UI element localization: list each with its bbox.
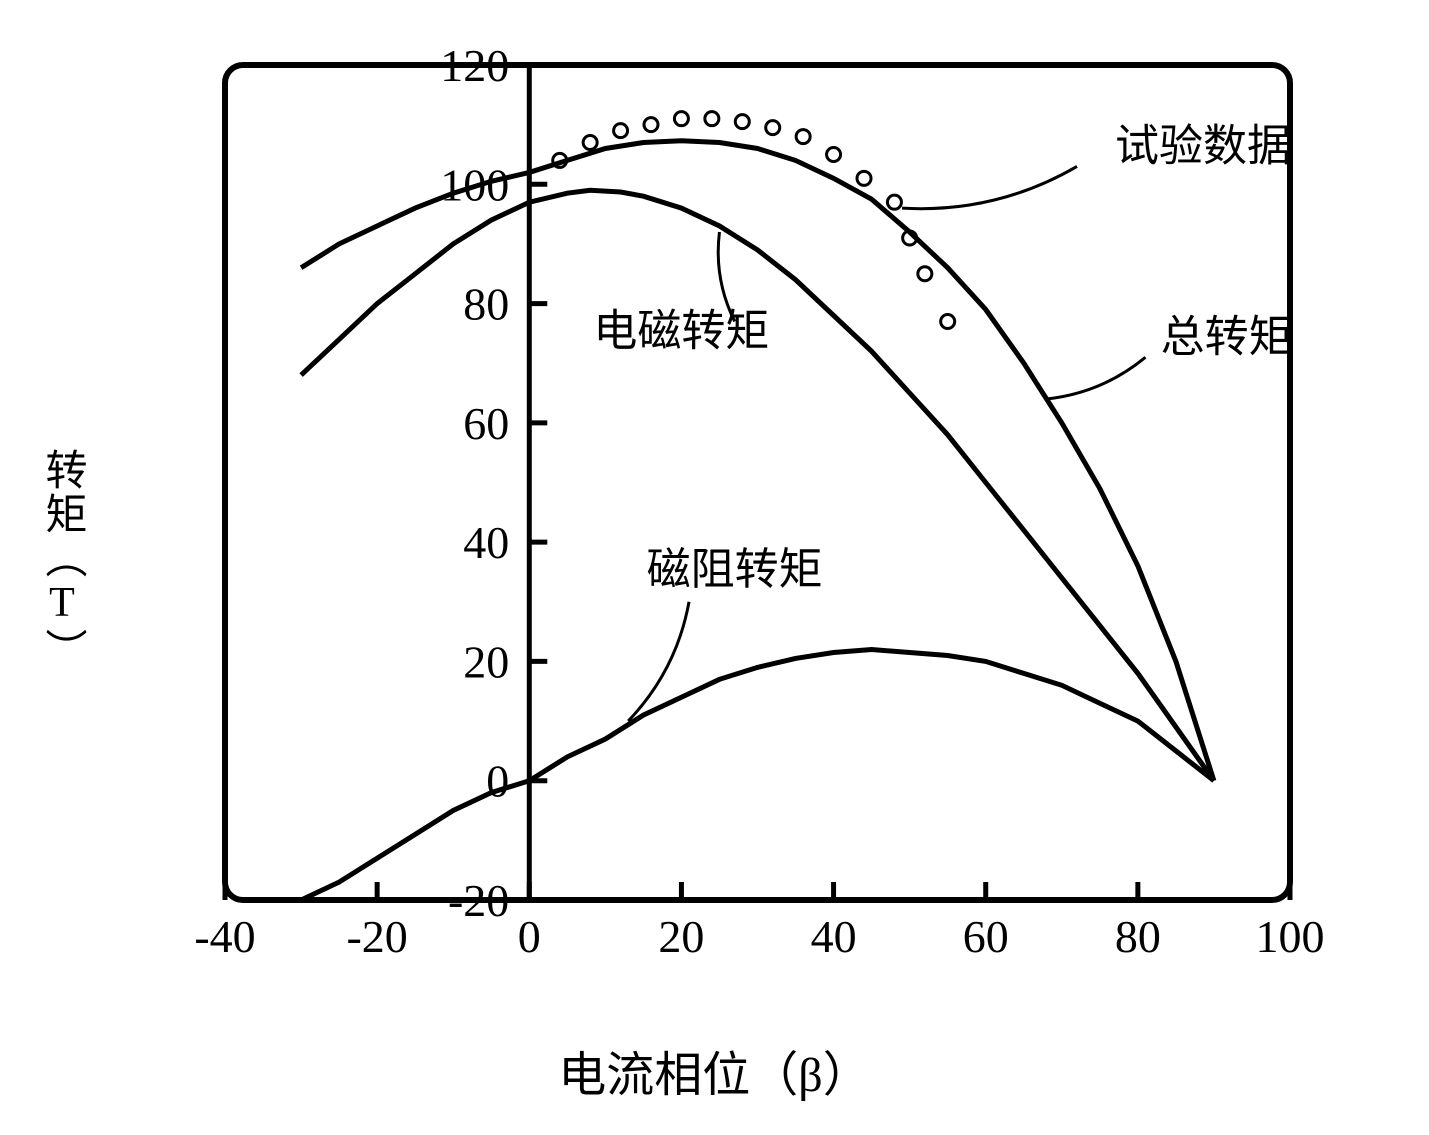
reluctance-leader [628, 602, 689, 721]
x-tick-label: 60 [963, 911, 1009, 962]
experimental-marker [887, 195, 901, 209]
x-tick-label: 80 [1115, 911, 1161, 962]
x-tick-label: 0 [518, 911, 541, 962]
y-tick-label: 20 [463, 636, 509, 687]
reluctance-torque-curve [301, 650, 1214, 901]
experimental-marker [583, 136, 597, 150]
experimental-marker [766, 121, 780, 135]
experimental-marker [827, 147, 841, 161]
x-tick-label: 20 [658, 911, 704, 962]
experimental-marker [674, 112, 688, 126]
total-torque-label: 总转矩 [1161, 312, 1293, 361]
total-torque-curve [301, 141, 1214, 781]
x-tick-label: -20 [346, 911, 407, 962]
experimental-marker [705, 112, 719, 126]
y-tick-label: 120 [440, 40, 509, 91]
x-axis-label: 电流相位（β） [0, 1035, 1429, 1105]
experimental-marker [941, 314, 955, 328]
x-tick-label: 40 [811, 911, 857, 962]
y-tick-label: 60 [463, 398, 509, 449]
y-tick-label: 80 [463, 279, 509, 330]
experimental-marker [918, 267, 932, 281]
em-torque-label: 电磁转矩 [593, 306, 769, 355]
chart-container: 转矩（T） 电流相位（β） -40-20020406080100-2002040… [0, 0, 1429, 1135]
experimental-marker [857, 171, 871, 185]
experimental-marker [735, 115, 749, 129]
experimental-marker [614, 124, 628, 138]
experimental-leader [902, 166, 1077, 208]
y-tick-label: 40 [463, 517, 509, 568]
y-tick-label: -20 [448, 875, 509, 926]
chart-svg: -40-20020406080100-20020406080100120试验数据… [0, 0, 1429, 1135]
total-torque-leader [1047, 357, 1146, 399]
experimental-marker [796, 130, 810, 144]
experimental-label: 试验数据 [1115, 121, 1291, 170]
reluctance-label: 磁阻转矩 [647, 545, 823, 594]
x-tick-label: -40 [194, 911, 255, 962]
x-tick-label: 100 [1256, 911, 1325, 962]
plot-frame [225, 65, 1290, 900]
y-tick-label: 0 [486, 756, 509, 807]
experimental-marker [644, 118, 658, 132]
y-axis-label: 转矩（T） [32, 448, 93, 672]
